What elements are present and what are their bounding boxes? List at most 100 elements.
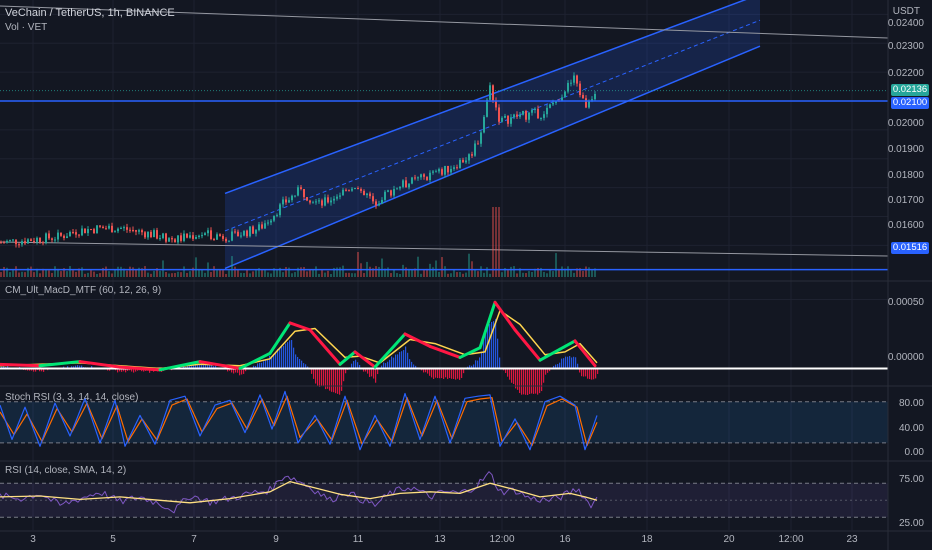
macd-histogram-bar <box>431 368 433 378</box>
candle-body <box>411 177 413 184</box>
upper-level-tag: 0.02100 <box>891 97 929 109</box>
candle-body <box>225 238 227 242</box>
candle-body <box>588 101 590 108</box>
lower-level-tag: 0.01516 <box>891 242 929 254</box>
price-tick: 0.01800 <box>887 170 924 181</box>
candle-body <box>366 193 368 196</box>
macd-histogram-bar <box>581 368 583 377</box>
macd-histogram-bar <box>535 368 537 394</box>
macd-histogram-bar <box>589 368 591 380</box>
macd-histogram-bar <box>325 368 327 390</box>
rsi-pane[interactable] <box>0 471 888 518</box>
macd-histogram-bar <box>267 358 269 369</box>
volume-bar <box>87 272 89 277</box>
volume-bar <box>537 267 539 277</box>
current-price-tag: 0.02136 <box>891 84 929 96</box>
macd-histogram-bar <box>81 365 83 369</box>
volume-bar <box>153 270 155 277</box>
macd-histogram-bar <box>109 368 111 371</box>
time-tick: 16 <box>559 534 571 545</box>
symbol-title[interactable]: VeChain / TetherUS, 1h, BINANCE <box>5 7 175 19</box>
macd-histogram-bar <box>283 345 285 369</box>
candle-body <box>30 239 32 241</box>
volume-bar <box>522 272 524 277</box>
volume-bar <box>417 256 419 277</box>
macd-histogram-bar <box>345 368 347 374</box>
volume-bar <box>198 269 200 277</box>
volume-label[interactable]: Vol · VET <box>5 22 48 33</box>
volume-bar <box>318 273 320 277</box>
macd-histogram-bar <box>363 368 365 372</box>
volume-bar <box>228 270 230 277</box>
macd-histogram-bar <box>203 361 205 369</box>
macd-histogram-bar <box>127 368 129 371</box>
candle-body <box>72 231 74 233</box>
volume-bar <box>60 271 62 277</box>
volume-bar <box>390 273 392 277</box>
volume-bar <box>333 267 335 277</box>
macd-histogram-bar <box>237 368 239 373</box>
candle-body <box>57 232 59 240</box>
candle-body <box>360 189 362 191</box>
rsi-title[interactable]: RSI (14, close, SMA, 14, 2) <box>5 465 127 476</box>
macd-histogram-bar <box>413 364 415 369</box>
candle-body <box>45 233 47 243</box>
macd-histogram-bar <box>549 368 551 372</box>
volume-bar <box>345 272 347 277</box>
candle-body <box>327 197 329 203</box>
macd-histogram-bar <box>133 368 135 373</box>
candle-body <box>522 110 524 115</box>
time-tick: 12:00 <box>778 534 804 545</box>
volume-bar <box>378 266 380 277</box>
volume-bar <box>342 265 344 277</box>
macd-histogram-bar <box>369 368 371 377</box>
rsi-ma-line <box>0 480 598 504</box>
volume-bar <box>111 273 113 277</box>
volume-bar <box>186 272 188 277</box>
macd-histogram-bar <box>43 368 45 372</box>
macd-histogram-bar <box>213 366 215 369</box>
macd-title[interactable]: CM_Ult_MacD_MTF (60, 12, 26, 9) <box>5 285 162 296</box>
macd-histogram-bar <box>245 368 247 372</box>
volume-bar <box>246 269 248 277</box>
macd-pane[interactable] <box>0 300 888 395</box>
volume-bar <box>120 266 122 277</box>
volume-bar <box>18 272 20 277</box>
macd-histogram-bar <box>297 356 299 369</box>
candle-body <box>393 189 395 196</box>
volume-bar <box>465 272 467 277</box>
candle-body <box>27 239 29 244</box>
volume-bar <box>489 273 491 277</box>
stoch-rsi-pane[interactable] <box>0 390 888 451</box>
volume-bar <box>129 266 131 277</box>
macd-histogram-bar <box>351 363 353 369</box>
macd-histogram-bar <box>215 365 217 369</box>
candle-body <box>330 200 332 203</box>
channel-fill <box>225 0 760 269</box>
candle-body <box>561 97 563 101</box>
volume-bar <box>159 270 161 277</box>
volume-bar <box>591 270 593 277</box>
volume-bar <box>348 272 350 277</box>
macd-histogram-bar <box>541 368 543 392</box>
macd-histogram-bar <box>125 368 127 373</box>
candlesticks[interactable] <box>0 72 596 248</box>
regression-channel[interactable] <box>0 0 889 270</box>
macd-histogram-bar <box>561 358 563 369</box>
candle-body <box>516 114 518 117</box>
volume-bar <box>39 273 41 277</box>
volume-bar <box>36 268 38 277</box>
time-tick: 7 <box>191 534 197 545</box>
candle-body <box>318 200 320 202</box>
volume-bar <box>204 272 206 277</box>
macd-line-segment <box>268 321 292 355</box>
horizontal-levels[interactable] <box>0 90 888 271</box>
stoch-title[interactable]: Stoch RSI (3, 3, 14, 14, close) <box>5 392 139 403</box>
price-tick: 0.01700 <box>887 195 924 206</box>
candle-body <box>582 95 584 99</box>
candle-body <box>102 226 104 229</box>
candle-body <box>297 187 299 196</box>
volume-bar <box>303 267 305 277</box>
rsi-tick: 25.00 <box>898 518 924 529</box>
